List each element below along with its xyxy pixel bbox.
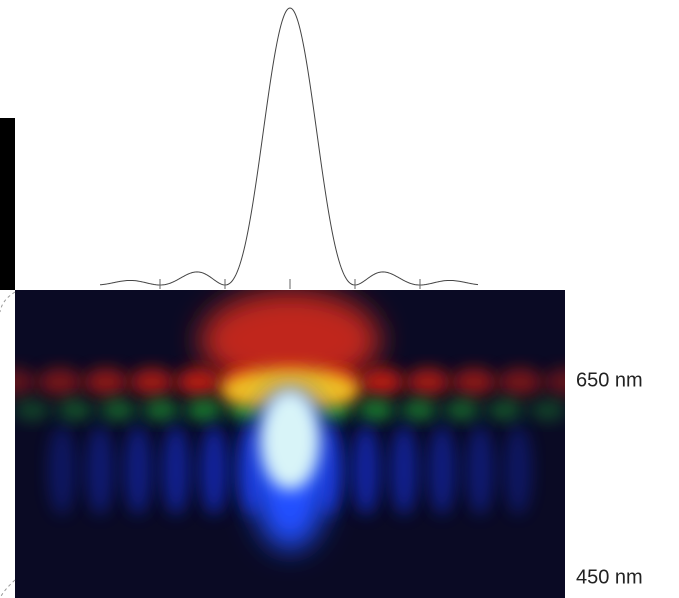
diffraction-curve	[99, 7, 479, 286]
label-450: 450 nm	[576, 566, 643, 588]
red-fringe	[130, 368, 174, 396]
green-fringe	[444, 399, 480, 421]
green-fringe	[358, 399, 394, 421]
blue-fringe	[124, 425, 152, 515]
green-fringe	[15, 399, 50, 421]
red-fringe	[360, 368, 404, 396]
black-bar	[0, 118, 15, 290]
red-fringe	[452, 368, 496, 396]
green-fringe	[487, 399, 523, 421]
red-fringe	[176, 368, 220, 396]
dashed-arc	[0, 291, 16, 598]
red-fringe	[15, 368, 36, 396]
green-fringe	[143, 399, 179, 421]
green-fringe	[530, 399, 565, 421]
blue-fringe	[428, 425, 456, 515]
blue-fringe	[390, 425, 418, 515]
blue-fringe	[504, 425, 532, 515]
green-fringe	[186, 399, 222, 421]
red-fringe	[84, 368, 128, 396]
green-fringe	[57, 399, 93, 421]
red-fringe	[406, 368, 450, 396]
glow	[200, 290, 380, 390]
green-fringe	[100, 399, 136, 421]
red-fringe	[544, 368, 565, 396]
curve-ticks	[159, 279, 421, 289]
blue-fringe	[86, 425, 114, 515]
white-core	[260, 390, 320, 490]
blue-fringe	[200, 425, 228, 515]
green-fringe	[401, 399, 437, 421]
blue-fringe	[466, 425, 494, 515]
label-650: 650 nm	[576, 369, 643, 391]
spectrum-photo	[15, 290, 565, 598]
blue-fringe	[352, 425, 380, 515]
blue-fringe	[162, 425, 190, 515]
red-fringe	[498, 368, 542, 396]
red-fringe	[38, 368, 82, 396]
blue-fringe	[48, 425, 76, 515]
